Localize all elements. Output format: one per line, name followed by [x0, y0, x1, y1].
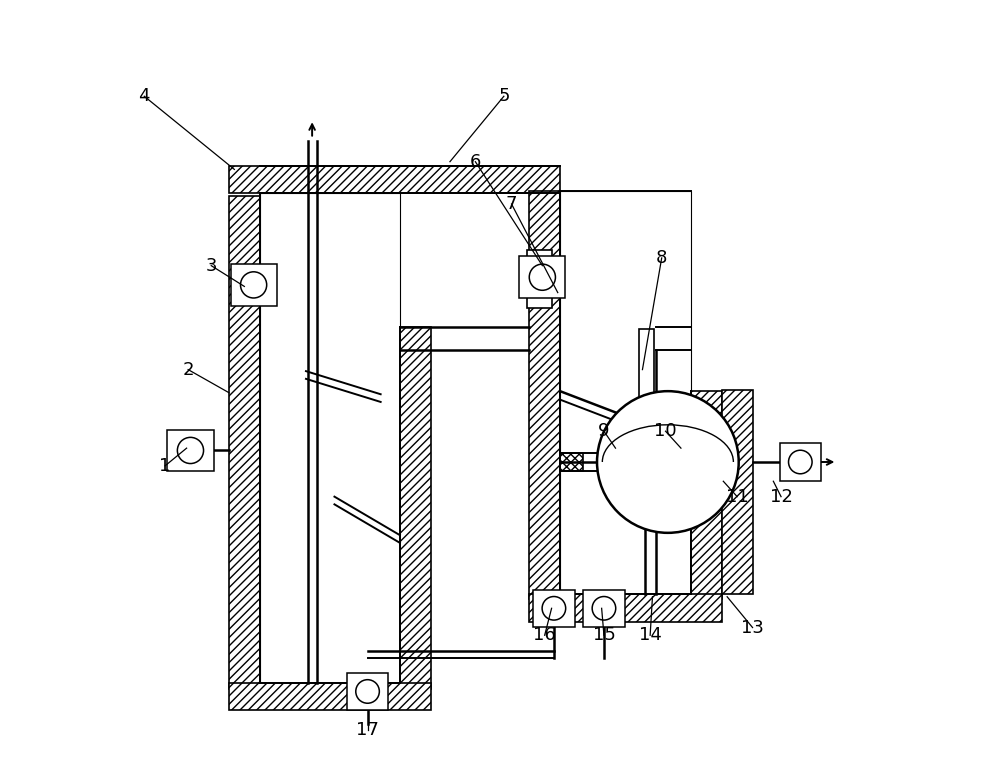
Text: 12: 12 [770, 487, 792, 506]
Text: 4: 4 [139, 87, 150, 105]
Text: 16: 16 [533, 626, 556, 644]
Text: 1: 1 [159, 457, 171, 475]
Bar [167, 430, 214, 471]
Text: 9: 9 [598, 422, 610, 440]
Bar [560, 191, 691, 594]
Text: 15: 15 [593, 626, 615, 644]
Bar [583, 590, 625, 627]
Bar [780, 444, 821, 480]
Bar [260, 192, 400, 683]
Bar [529, 191, 560, 599]
Text: 6: 6 [470, 152, 481, 171]
Circle shape [597, 391, 739, 533]
Bar [229, 196, 260, 689]
Bar [229, 683, 431, 710]
Bar [691, 391, 722, 599]
Bar [533, 590, 575, 627]
Bar [400, 327, 431, 689]
Text: 5: 5 [498, 87, 510, 105]
Text: 8: 8 [656, 249, 667, 267]
Text: 3: 3 [206, 256, 217, 275]
Text: 2: 2 [182, 360, 194, 379]
Bar [229, 166, 560, 192]
Bar [529, 594, 722, 622]
Text: 17: 17 [356, 721, 379, 739]
Bar [527, 250, 552, 308]
Text: 13: 13 [741, 618, 764, 637]
Bar [722, 390, 753, 594]
Bar [230, 264, 277, 306]
Bar [347, 673, 388, 710]
Bar [639, 329, 654, 410]
Bar [519, 256, 565, 298]
Text: 11: 11 [726, 487, 749, 506]
Bar [691, 453, 714, 471]
Bar [560, 453, 583, 471]
Text: 14: 14 [639, 626, 662, 644]
Text: 7: 7 [506, 195, 517, 213]
Text: 10: 10 [654, 422, 677, 440]
